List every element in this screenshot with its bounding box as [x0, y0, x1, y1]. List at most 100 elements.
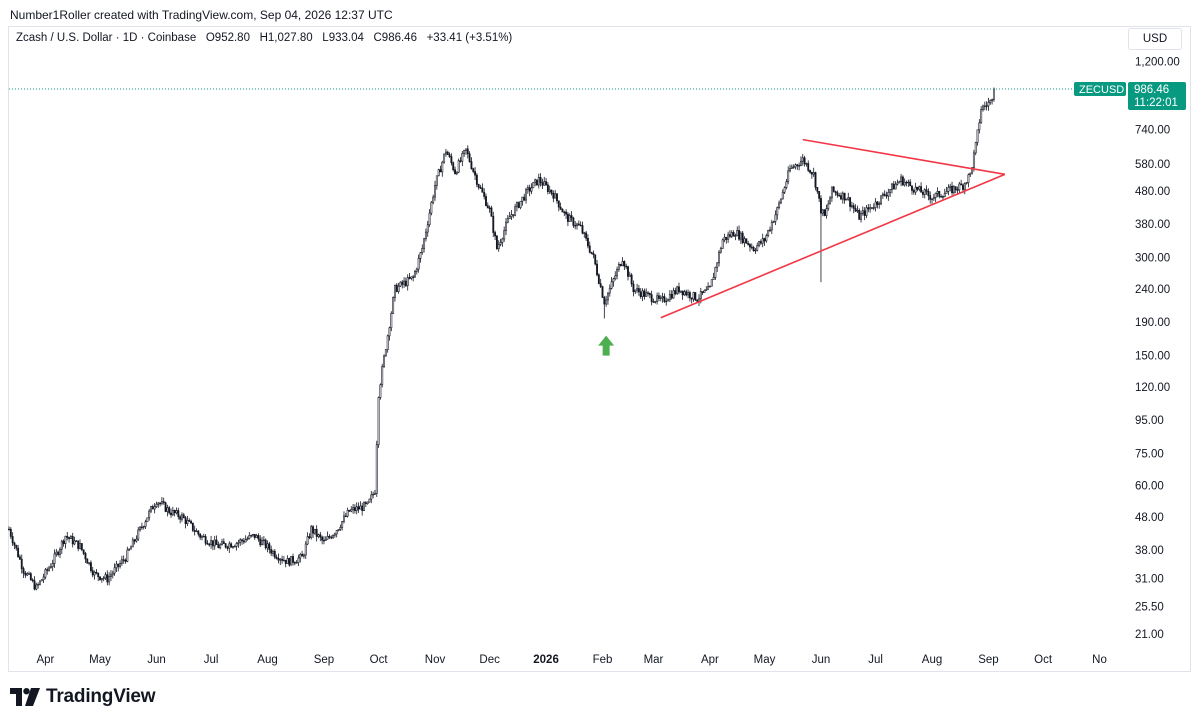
candle-body — [401, 281, 404, 285]
candle-body — [432, 196, 435, 203]
candle-body — [925, 189, 928, 192]
candle-body — [931, 198, 933, 200]
candle-body — [233, 546, 236, 548]
candle-body — [62, 540, 65, 544]
candle-body — [388, 327, 391, 337]
time-tick-label: Mar — [644, 654, 664, 666]
candle-body — [861, 210, 864, 214]
candle-body — [942, 196, 944, 198]
candle-body — [28, 573, 30, 575]
candle-body — [632, 283, 635, 293]
candle-body — [270, 549, 273, 554]
candle-body — [308, 536, 311, 538]
time-tick-label: Nov — [425, 654, 446, 666]
candle-body — [858, 210, 861, 220]
candle-body — [179, 516, 182, 520]
candle-body — [137, 529, 140, 540]
candle-body — [701, 291, 704, 293]
chart-frame[interactable] — [8, 26, 1191, 672]
candle-body — [650, 294, 653, 302]
candle-body — [774, 214, 777, 222]
candle-body — [443, 153, 446, 163]
candle-body — [18, 556, 21, 560]
price-tick-label: 150.00 — [1135, 351, 1170, 363]
candle-body — [219, 544, 222, 549]
tradingview-logo[interactable]: TradingView — [10, 686, 156, 708]
candle-body — [310, 526, 313, 538]
candle-body — [57, 551, 60, 555]
candle-body — [426, 224, 429, 233]
candle-body — [663, 296, 666, 302]
candle-body — [281, 558, 284, 561]
candle-body — [526, 187, 529, 190]
candle-body — [148, 510, 151, 519]
candle-body — [190, 521, 192, 524]
candle-body — [282, 559, 285, 562]
candle-body — [40, 579, 43, 582]
candle-body — [860, 213, 862, 220]
candle-body — [348, 509, 351, 512]
candle-body — [537, 177, 540, 186]
candle-body — [235, 543, 238, 547]
candle-body — [807, 163, 810, 171]
candle-body — [648, 293, 651, 295]
candle-body — [346, 509, 349, 517]
candle-body — [954, 186, 957, 190]
candle-body — [171, 509, 174, 516]
candle-body — [264, 539, 267, 549]
candle-body — [552, 193, 555, 199]
candle-body — [73, 540, 76, 545]
candle-body — [805, 163, 808, 165]
candle-body — [199, 533, 202, 538]
candle-body — [566, 213, 569, 222]
candle-body — [120, 559, 123, 564]
candle-body — [561, 208, 564, 213]
candle-body — [122, 559, 125, 561]
candle-body — [481, 187, 484, 193]
candle-body — [579, 224, 582, 227]
candle-body — [854, 208, 857, 212]
candle-body — [577, 223, 580, 226]
candle-body — [372, 493, 375, 496]
candle-body — [188, 520, 191, 522]
legend-change: +33.41 (+3.51%) — [426, 32, 513, 44]
legend-low-label: L — [322, 32, 329, 44]
candle-body — [936, 191, 939, 194]
candle-body — [530, 187, 533, 192]
candle-body — [617, 264, 620, 270]
candle-body — [739, 232, 742, 240]
candle-body — [463, 150, 466, 154]
candle-body — [79, 543, 81, 549]
candle-body — [15, 544, 18, 549]
candle-body — [872, 207, 875, 209]
candle-body — [91, 570, 94, 576]
candle-body — [454, 169, 456, 175]
candle-body — [796, 164, 799, 166]
candle-body — [60, 540, 63, 550]
candle-body — [736, 230, 739, 237]
candle-body — [26, 573, 29, 576]
candle-body — [466, 148, 469, 155]
time-tick-label: Sep — [314, 654, 334, 666]
candle-body — [601, 286, 604, 298]
candle-body — [528, 187, 531, 192]
candle-body — [679, 290, 682, 293]
currency-button[interactable]: USD — [1128, 28, 1182, 50]
price-tick-label: 300.00 — [1135, 253, 1170, 265]
candle-body — [201, 535, 203, 538]
candle-body — [792, 166, 795, 169]
time-tick-label: Aug — [922, 654, 942, 666]
candle-body — [685, 291, 688, 296]
candle-body — [408, 277, 411, 279]
candle-body — [829, 197, 832, 205]
candle-body — [519, 200, 522, 208]
legend-symbol: Zcash / U.S. Dollar · 1D · Coinbase — [16, 32, 197, 44]
candle-body — [446, 151, 449, 155]
candle-body — [911, 185, 913, 191]
candle-body — [898, 181, 901, 184]
candle-body — [556, 193, 558, 202]
candle-body — [414, 270, 416, 278]
candle-body — [86, 558, 89, 564]
candle-body — [769, 229, 771, 232]
